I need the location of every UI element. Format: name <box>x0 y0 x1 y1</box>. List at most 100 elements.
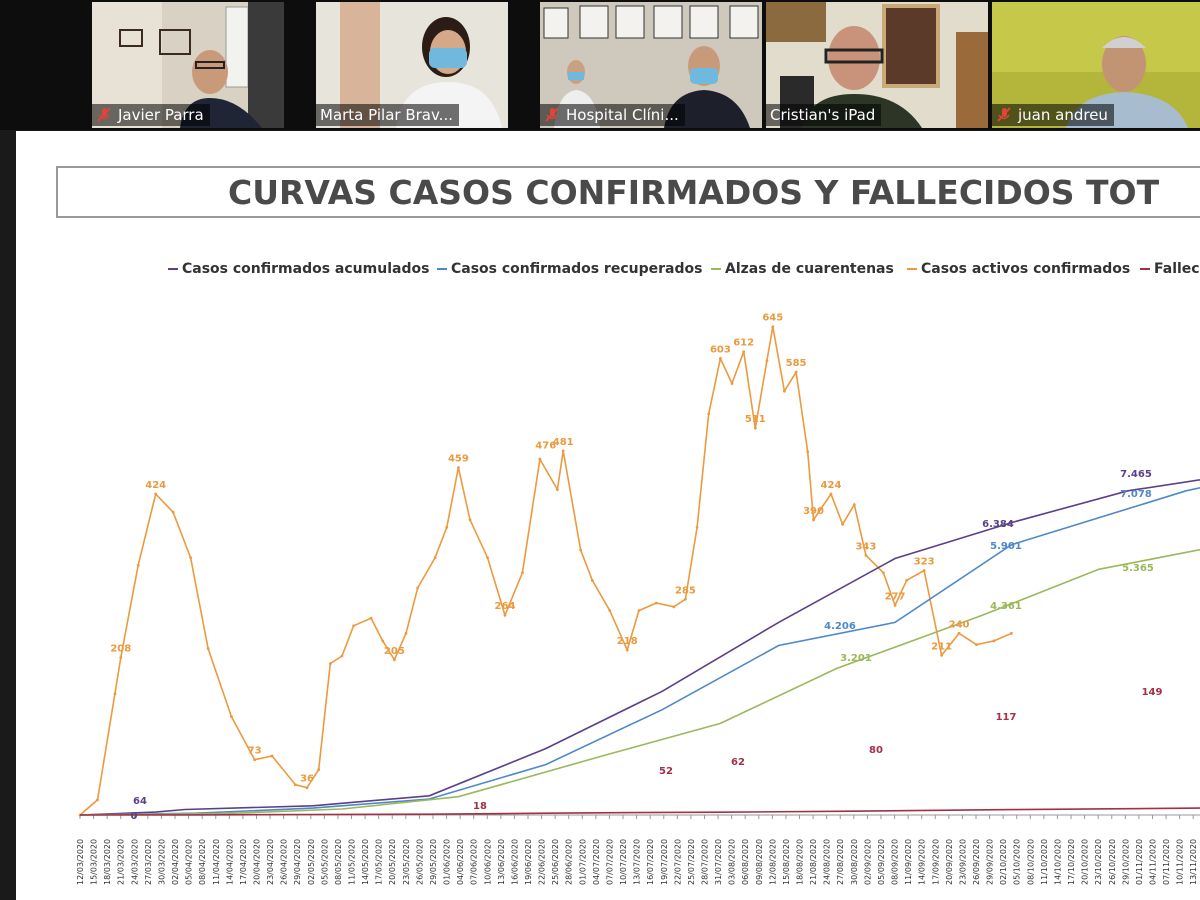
participant-name-label-4: Cristian's iPad <box>766 104 882 126</box>
data-label-cuarentenas: 5.365 <box>1122 563 1154 574</box>
data-label-fallecidos: 80 <box>869 745 883 756</box>
series-point-activos <box>340 654 344 658</box>
legend-item-activos: Casos activos confirmados <box>907 261 1130 277</box>
series-point-activos <box>707 412 711 416</box>
series-point-activos <box>940 653 943 657</box>
participant-tile-3[interactable]: Hospital Clíni... <box>540 2 762 128</box>
x-tick-label: 14/05/2020 <box>361 839 370 885</box>
x-tick-label: 29/04/2020 <box>293 839 302 885</box>
participant-name: Marta Pilar Brav... <box>320 106 453 124</box>
participant-name: juan andreu <box>1018 106 1108 124</box>
legend-swatch <box>907 268 917 270</box>
x-tick-label: 05/10/2020 <box>1013 839 1022 885</box>
series-point-activos <box>608 609 612 613</box>
x-tick-label: 11/05/2020 <box>348 839 357 885</box>
data-label-activos: 73 <box>248 746 262 757</box>
series-point-activos <box>893 603 897 607</box>
x-tick-label: 04/11/2020 <box>1148 839 1157 885</box>
series-point-activos <box>293 783 297 787</box>
series-line-cuarentenas <box>79 548 1200 816</box>
legend-label: Casos confirmados acumulados <box>182 261 430 277</box>
x-tick-label: 12/03/2020 <box>76 839 85 885</box>
data-label-fallecidos: 62 <box>731 757 745 768</box>
x-tick-label: 20/04/2020 <box>252 839 261 885</box>
x-tick-label: 10/07/2020 <box>619 839 628 885</box>
participant-video-2 <box>316 2 508 128</box>
x-tick-label: 02/10/2020 <box>999 839 1008 885</box>
x-tick-label: 27/03/2020 <box>144 839 153 885</box>
x-tick-label: 20/05/2020 <box>388 839 397 885</box>
x-tick-label: 02/04/2020 <box>171 839 180 885</box>
legend-swatch <box>437 268 447 270</box>
legend-item-recuperados: Casos confirmados recuperados <box>437 261 702 277</box>
series-point-activos <box>457 466 460 469</box>
series-point-activos <box>404 631 408 635</box>
series-point-activos <box>381 639 385 643</box>
x-tick-label: 16/06/2020 <box>510 839 519 885</box>
participant-video-1 <box>92 2 284 128</box>
x-tick-label: 08/05/2020 <box>334 839 343 885</box>
x-tick-label: 29/10/2020 <box>1121 839 1130 885</box>
x-tick-label: 31/07/2020 <box>714 839 723 885</box>
series-point-activos <box>229 715 233 718</box>
series-point-activos <box>806 450 810 454</box>
data-label-activos: 424 <box>145 480 166 491</box>
x-tick-label: 29/09/2020 <box>986 839 995 885</box>
x-tick-label: 19/07/2020 <box>660 839 669 885</box>
data-label-activos: 511 <box>745 414 766 425</box>
x-tick-label: 14/04/2020 <box>225 839 234 885</box>
x-tick-label: 19/06/2020 <box>524 839 533 885</box>
participant-tile-5[interactable]: juan andreu <box>992 2 1200 128</box>
x-tick-label: 25/07/2020 <box>687 839 696 885</box>
data-label-cuarentenas: 4.361 <box>990 601 1022 612</box>
series-point-activos <box>468 518 472 522</box>
x-tick-label: 23/04/2020 <box>266 839 275 885</box>
legend-swatch <box>1140 268 1150 270</box>
x-tick-label: 22/07/2020 <box>673 839 682 885</box>
data-label-activos: 205 <box>384 646 405 657</box>
series-point-activos <box>503 613 507 617</box>
series-point-activos <box>416 586 420 590</box>
series-point-activos <box>672 605 676 609</box>
x-tick-label: 08/10/2020 <box>1026 839 1035 885</box>
participant-strip: Javier Parra Marta Pilar Brav... <box>0 0 1200 130</box>
x-tick-label: 16/07/2020 <box>646 839 655 885</box>
series-point-activos <box>852 503 856 507</box>
series-point-activos <box>684 597 687 601</box>
series-point-activos <box>864 553 868 557</box>
data-label-fallecidos: 149 <box>1142 687 1163 698</box>
data-label-activos: 476 <box>535 441 556 452</box>
series-point-activos <box>1010 631 1013 635</box>
participant-tile-4[interactable]: Cristian's iPad <box>766 2 988 128</box>
series-line-fallecidos <box>79 807 1200 816</box>
data-label-activos: 390 <box>803 506 824 517</box>
series-point-activos <box>771 325 775 329</box>
series-line-recuperados <box>79 487 1200 816</box>
participant-tile-1[interactable]: Javier Parra <box>92 2 284 128</box>
legend-label: Falleci <box>1154 261 1200 277</box>
x-tick-label: 28/06/2020 <box>565 839 574 885</box>
x-tick-label: 14/09/2020 <box>918 839 927 885</box>
x-tick-label: 17/05/2020 <box>375 839 384 885</box>
legend-swatch <box>711 268 721 270</box>
data-label-activos: 208 <box>110 644 131 655</box>
series-point-activos <box>521 571 524 575</box>
x-tick-label: 22/06/2020 <box>538 839 547 885</box>
data-label-cuarentenas: 3.201 <box>840 653 872 664</box>
participant-tile-2[interactable]: Marta Pilar Brav... <box>316 2 508 128</box>
series-point-activos <box>369 616 373 620</box>
data-label-activos: 211 <box>931 641 952 652</box>
x-tick-label: 02/05/2020 <box>307 839 316 885</box>
series-point-activos <box>957 631 961 635</box>
x-tick-label: 08/04/2020 <box>198 839 207 885</box>
series-point-activos <box>96 798 99 802</box>
series-point-activos <box>328 662 332 665</box>
series-point-activos <box>579 548 583 552</box>
x-tick-label: 01/07/2020 <box>578 839 587 885</box>
x-tick-label: 30/08/2020 <box>850 839 859 885</box>
x-tick-label: 09/08/2020 <box>755 839 764 885</box>
legend-item-fallecidos: Falleci <box>1140 261 1200 277</box>
series-point-activos <box>625 648 629 652</box>
data-label-activos: 585 <box>786 358 807 369</box>
data-label-activos: 343 <box>855 541 876 552</box>
